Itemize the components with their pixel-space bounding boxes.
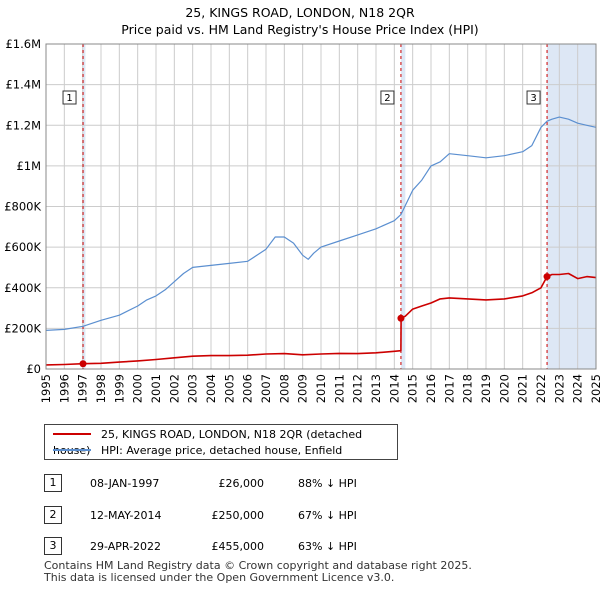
title-line-2: Price paid vs. HM Land Registry's House … bbox=[121, 22, 479, 37]
legend: 25, KINGS ROAD, LONDON, N18 2QR (detache… bbox=[44, 424, 398, 460]
x-tick-label: 2005 bbox=[222, 374, 236, 403]
x-tick-label: 2017 bbox=[442, 374, 456, 403]
sale-point bbox=[543, 273, 551, 281]
transaction-price: £26,000 bbox=[218, 477, 265, 490]
sale-label: 2 bbox=[384, 93, 390, 104]
legend-swatch-property bbox=[53, 433, 91, 435]
x-tick-label: 2002 bbox=[167, 374, 181, 403]
x-tick-label: 2006 bbox=[241, 374, 255, 403]
transaction-price: £455,000 bbox=[211, 540, 265, 553]
x-tick-label: 2022 bbox=[534, 374, 548, 403]
sale-label-box bbox=[62, 90, 77, 105]
x-tick-label: 1999 bbox=[112, 374, 126, 403]
x-tick-label: 1997 bbox=[76, 374, 90, 403]
footer: Contains HM Land Registry data © Crown c… bbox=[44, 560, 472, 584]
y-tick-label: £1.2M bbox=[5, 118, 41, 132]
y-tick-label: £200K bbox=[4, 321, 41, 335]
chart-title: 25, KINGS ROAD, LONDON, N18 2QR Price pa… bbox=[0, 4, 600, 38]
x-tick-label: 2010 bbox=[314, 374, 328, 403]
plot-frame bbox=[45, 43, 597, 370]
x-tick-label: 2004 bbox=[204, 374, 218, 403]
footer-line-1: Contains HM Land Registry data © Crown c… bbox=[44, 559, 472, 572]
legend-swatch-hpi bbox=[53, 449, 91, 451]
x-tick-label: 2021 bbox=[516, 374, 530, 403]
legend-label-hpi: HPI: Average price, detached house, Enfi… bbox=[101, 444, 343, 457]
legend-item-property: 25, KINGS ROAD, LONDON, N18 2QR (detache… bbox=[53, 427, 397, 457]
transaction-number: 2 bbox=[44, 506, 62, 524]
x-tick-label: 2015 bbox=[406, 374, 420, 403]
x-tick-label: 2009 bbox=[296, 374, 310, 403]
transaction-number: 3 bbox=[44, 537, 62, 555]
transaction-price: £250,000 bbox=[211, 509, 265, 522]
sale-label-box bbox=[380, 90, 395, 105]
x-tick-label: 2007 bbox=[259, 374, 273, 403]
x-tick-label: 1996 bbox=[57, 374, 71, 403]
price-chart: 1 2 3 £0 £200K £400K £600K £800K £1M £1.2M £1.4M £… bbox=[4, 37, 600, 403]
y-tick-label: £800K bbox=[4, 200, 41, 214]
x-tick-label: 2020 bbox=[497, 374, 511, 403]
transaction-hpi: 63% ↓ HPI bbox=[298, 540, 357, 553]
x-tick-label: 2016 bbox=[424, 374, 438, 403]
sale-label: 3 bbox=[530, 93, 536, 104]
x-tick-label: 2003 bbox=[186, 374, 200, 403]
x-tick-label: 2024 bbox=[571, 374, 585, 403]
sale-label-box bbox=[526, 90, 541, 105]
x-tick-label: 2023 bbox=[552, 374, 566, 403]
y-tick-label: £1.4M bbox=[5, 78, 41, 92]
sale-point bbox=[79, 360, 87, 368]
x-tick-label: 2013 bbox=[369, 374, 383, 403]
y-tick-label: £1M bbox=[16, 159, 41, 173]
transaction-date: 12-MAY-2014 bbox=[90, 509, 162, 522]
title-line-1: 25, KINGS ROAD, LONDON, N18 2QR bbox=[185, 5, 415, 20]
transaction-hpi: 88% ↓ HPI bbox=[298, 477, 357, 490]
x-tick-label: 2012 bbox=[351, 374, 365, 403]
x-tick-label: 2019 bbox=[479, 374, 493, 403]
sale-point bbox=[397, 314, 405, 322]
y-tick-label: £0 bbox=[26, 362, 41, 376]
transaction-date: 08-JAN-1997 bbox=[90, 477, 160, 490]
hpi-line bbox=[45, 116, 597, 331]
y-tick-label: £400K bbox=[4, 281, 41, 295]
footer-line-2: This data is licensed under the Open Gov… bbox=[44, 571, 395, 584]
x-tick-label: 2025 bbox=[589, 374, 600, 403]
y-tick-label: £600K bbox=[4, 240, 41, 254]
y-tick-label: £1.6M bbox=[5, 37, 41, 51]
x-tick-label: 1998 bbox=[94, 374, 108, 403]
x-tick-label: 2008 bbox=[277, 374, 291, 403]
x-tick-label: 2014 bbox=[387, 374, 401, 403]
transaction-date: 29-APR-2022 bbox=[90, 540, 162, 553]
x-tick-label: 2000 bbox=[131, 374, 145, 403]
transaction-number: 1 bbox=[44, 474, 62, 492]
x-tick-label: 1995 bbox=[39, 374, 53, 403]
transaction-hpi: 67% ↓ HPI bbox=[298, 509, 357, 522]
property-price-line bbox=[45, 272, 597, 366]
legend-item-hpi: HPI: Average price, detached house, Enfi… bbox=[53, 443, 342, 459]
x-tick-label: 2011 bbox=[332, 374, 346, 403]
x-tick-label: 2001 bbox=[149, 374, 163, 403]
x-tick-label: 2018 bbox=[461, 374, 475, 403]
sale-label: 1 bbox=[66, 93, 72, 104]
